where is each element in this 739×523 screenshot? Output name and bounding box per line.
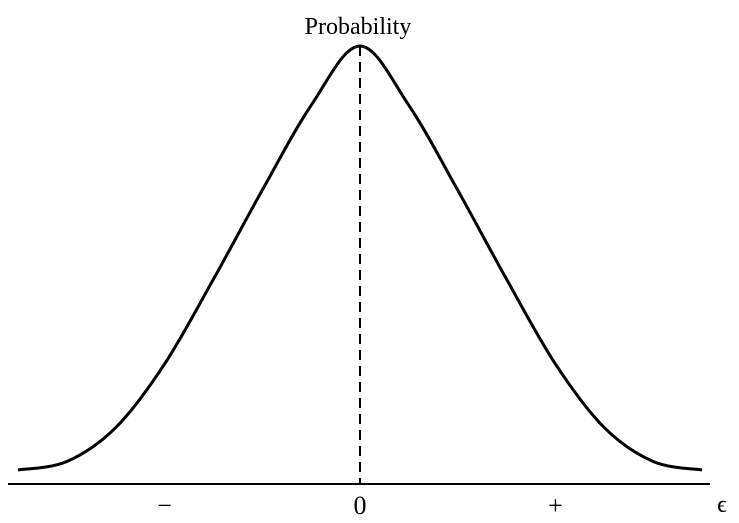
plot-area [8, 44, 710, 485]
x-tick-labels: − 0 + [157, 491, 563, 520]
x-tick-label-2: + [548, 491, 563, 520]
y-axis-label: Probability [305, 14, 412, 40]
x-tick-label-1: 0 [354, 491, 367, 520]
x-tick-label-0: − [157, 491, 172, 520]
probability-curve [17, 44, 703, 472]
x-axis-label: ϵ [717, 492, 727, 518]
